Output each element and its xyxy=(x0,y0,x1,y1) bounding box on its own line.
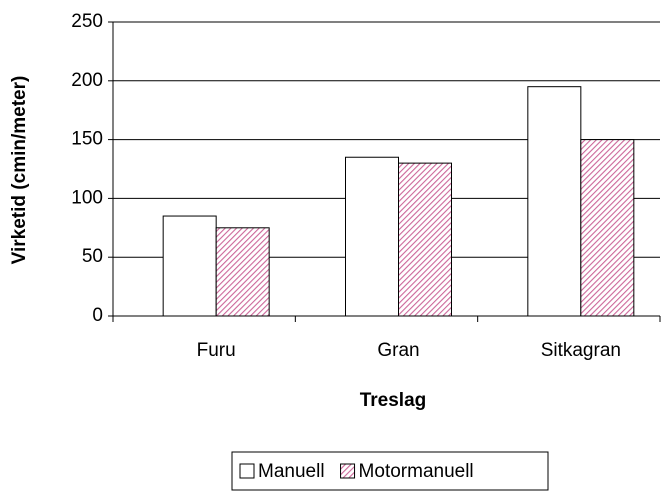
y-axis-label: Virketid (cmin/meter) xyxy=(9,76,30,265)
bar xyxy=(162,215,217,317)
y-tick-label: 0 xyxy=(92,305,103,326)
bar xyxy=(398,162,452,317)
bar xyxy=(215,227,270,317)
y-tick-label: 150 xyxy=(71,129,103,150)
legend-label: Manuell xyxy=(258,461,325,482)
legend-box xyxy=(231,451,549,491)
x-tick-label: Furu xyxy=(197,340,236,361)
y-tick-label: 50 xyxy=(82,246,103,267)
bar xyxy=(345,156,399,317)
y-tick-label: 250 xyxy=(71,11,103,32)
legend-swatch xyxy=(239,463,255,479)
legend-swatch xyxy=(340,463,356,479)
x-tick-label: Sitkagran xyxy=(541,340,621,361)
legend-label: Motormanuell xyxy=(359,461,474,482)
y-tick-label: 200 xyxy=(71,70,103,91)
x-axis-label: Treslag xyxy=(360,390,427,411)
bar xyxy=(527,86,582,317)
y-tick-label: 100 xyxy=(71,187,103,208)
bar xyxy=(580,139,635,317)
x-tick-label: Gran xyxy=(377,340,419,361)
